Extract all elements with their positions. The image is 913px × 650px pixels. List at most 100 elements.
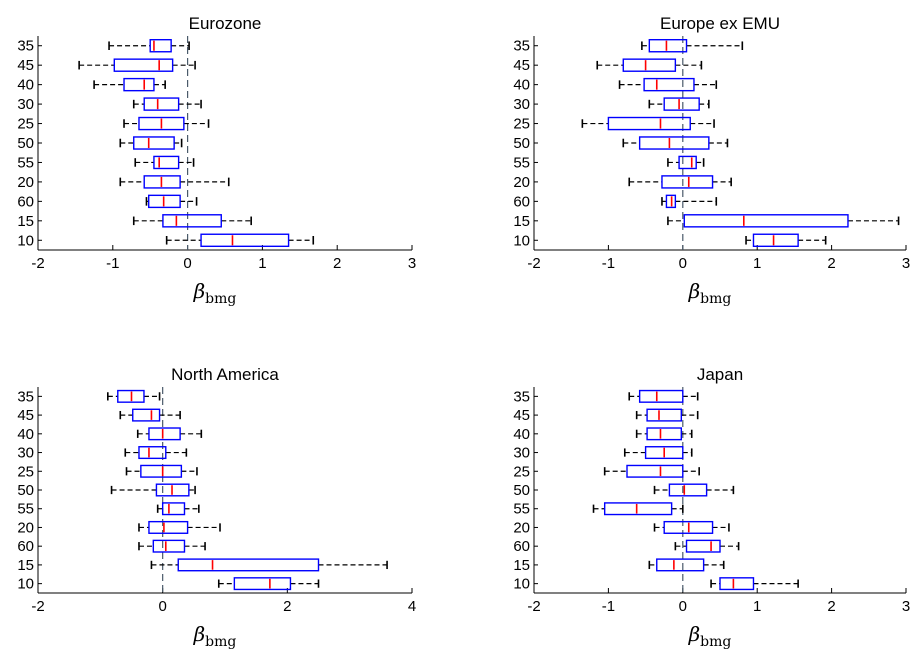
y-tick-label: 50 [513, 482, 530, 499]
y-tick-label: 50 [17, 135, 34, 152]
x-tick-label: 3 [902, 598, 910, 615]
x-tick-label: 4 [408, 598, 416, 615]
iqr-box [138, 446, 167, 460]
y-tick-label: 25 [513, 116, 530, 133]
y-tick-label: 15 [17, 557, 34, 574]
box-15 [648, 558, 725, 572]
box-20 [628, 175, 732, 189]
y-tick-label: 25 [17, 116, 34, 133]
iqr-box [668, 483, 708, 497]
y-tick-label: 40 [513, 426, 530, 443]
iqr-box [113, 58, 174, 72]
y-tick-label: 30 [513, 445, 530, 462]
iqr-box [603, 502, 673, 516]
y-tick-label: 35 [17, 38, 34, 55]
y-tick-label: 55 [513, 501, 530, 518]
iqr-box [153, 155, 180, 170]
box-50 [110, 483, 196, 497]
x-axis-label: βbmg [688, 622, 732, 650]
iqr-box [148, 427, 181, 441]
iqr-box [132, 408, 161, 422]
x-tick-label: -2 [31, 598, 44, 615]
box-20 [138, 520, 221, 534]
y-tick-label: 50 [17, 482, 34, 499]
y-tick-label: 20 [513, 174, 530, 191]
iqr-box [148, 194, 181, 209]
x-tick-label: 2 [283, 598, 291, 615]
box-20 [653, 520, 730, 534]
panel-1: Europe ex EMU -2 -1 0 1 2 3 35 45 40 30 25 50 55 20 60 1… [513, 14, 910, 307]
x-tick-label: 0 [183, 255, 191, 272]
iqr-box [683, 214, 849, 228]
box-60 [674, 539, 740, 553]
x-tick-label: -2 [527, 255, 540, 272]
x-axis-label: βbmg [193, 622, 237, 650]
box-45 [635, 408, 699, 422]
box-40 [618, 77, 718, 92]
iqr-box [663, 97, 700, 111]
panel-title: Japan [697, 365, 743, 384]
iqr-box [133, 136, 175, 150]
box-50 [119, 136, 183, 150]
iqr-box [661, 175, 714, 189]
iqr-box [161, 502, 186, 516]
box-50 [653, 483, 735, 497]
panel-0: Eurozone -2 -1 0 1 2 3 35 45 40 30 25 50 55 20 60 15 10 βb… [17, 14, 416, 307]
x-tick-label: 1 [753, 255, 761, 272]
box-25 [603, 464, 700, 478]
y-tick-label: 35 [513, 38, 530, 55]
y-tick-label: 55 [17, 154, 34, 171]
y-tick-label: 20 [513, 519, 530, 536]
y-tick-label: 45 [513, 407, 530, 424]
box-10 [745, 233, 827, 248]
box-25 [123, 116, 210, 131]
y-tick-label: 60 [17, 538, 34, 555]
x-tick-label: 0 [679, 598, 687, 615]
box-45 [596, 58, 703, 72]
box-25 [581, 116, 715, 131]
box-30 [132, 97, 202, 111]
box-55 [156, 502, 200, 516]
iqr-box [643, 77, 695, 92]
y-tick-label: 10 [513, 232, 530, 249]
iqr-box [638, 136, 710, 150]
iqr-box [685, 539, 721, 553]
iqr-box [638, 389, 684, 403]
x-tick-label: 0 [679, 255, 687, 272]
x-tick-label: 2 [333, 255, 341, 272]
box-45 [78, 58, 196, 72]
x-tick-label: -1 [602, 255, 615, 272]
x-tick-label: 3 [902, 255, 910, 272]
iqr-box [678, 155, 697, 170]
box-60 [138, 539, 206, 553]
y-tick-label: 20 [17, 174, 34, 191]
y-tick-label: 10 [513, 576, 530, 593]
iqr-box [117, 389, 145, 403]
iqr-box [149, 38, 172, 53]
y-tick-label: 30 [17, 445, 34, 462]
iqr-box [152, 539, 186, 553]
y-tick-label: 45 [17, 407, 34, 424]
box-35 [107, 389, 161, 403]
box-15 [667, 214, 900, 228]
box-60 [661, 194, 718, 209]
y-tick-label: 60 [513, 193, 530, 210]
iqr-box [752, 233, 799, 248]
iqr-box [177, 558, 320, 572]
x-tick-label: 2 [827, 598, 835, 615]
box-30 [124, 446, 188, 460]
y-tick-label: 20 [17, 519, 34, 536]
iqr-box [123, 77, 155, 92]
iqr-box [646, 427, 683, 441]
y-tick-label: 30 [17, 96, 34, 113]
box-40 [136, 427, 203, 441]
iqr-box [665, 194, 677, 209]
box-35 [108, 38, 190, 53]
box-55 [667, 155, 705, 170]
y-tick-label: 40 [17, 426, 34, 443]
panel-title: Eurozone [189, 14, 262, 33]
box-15 [132, 214, 252, 228]
x-tick-label: -1 [602, 598, 615, 615]
